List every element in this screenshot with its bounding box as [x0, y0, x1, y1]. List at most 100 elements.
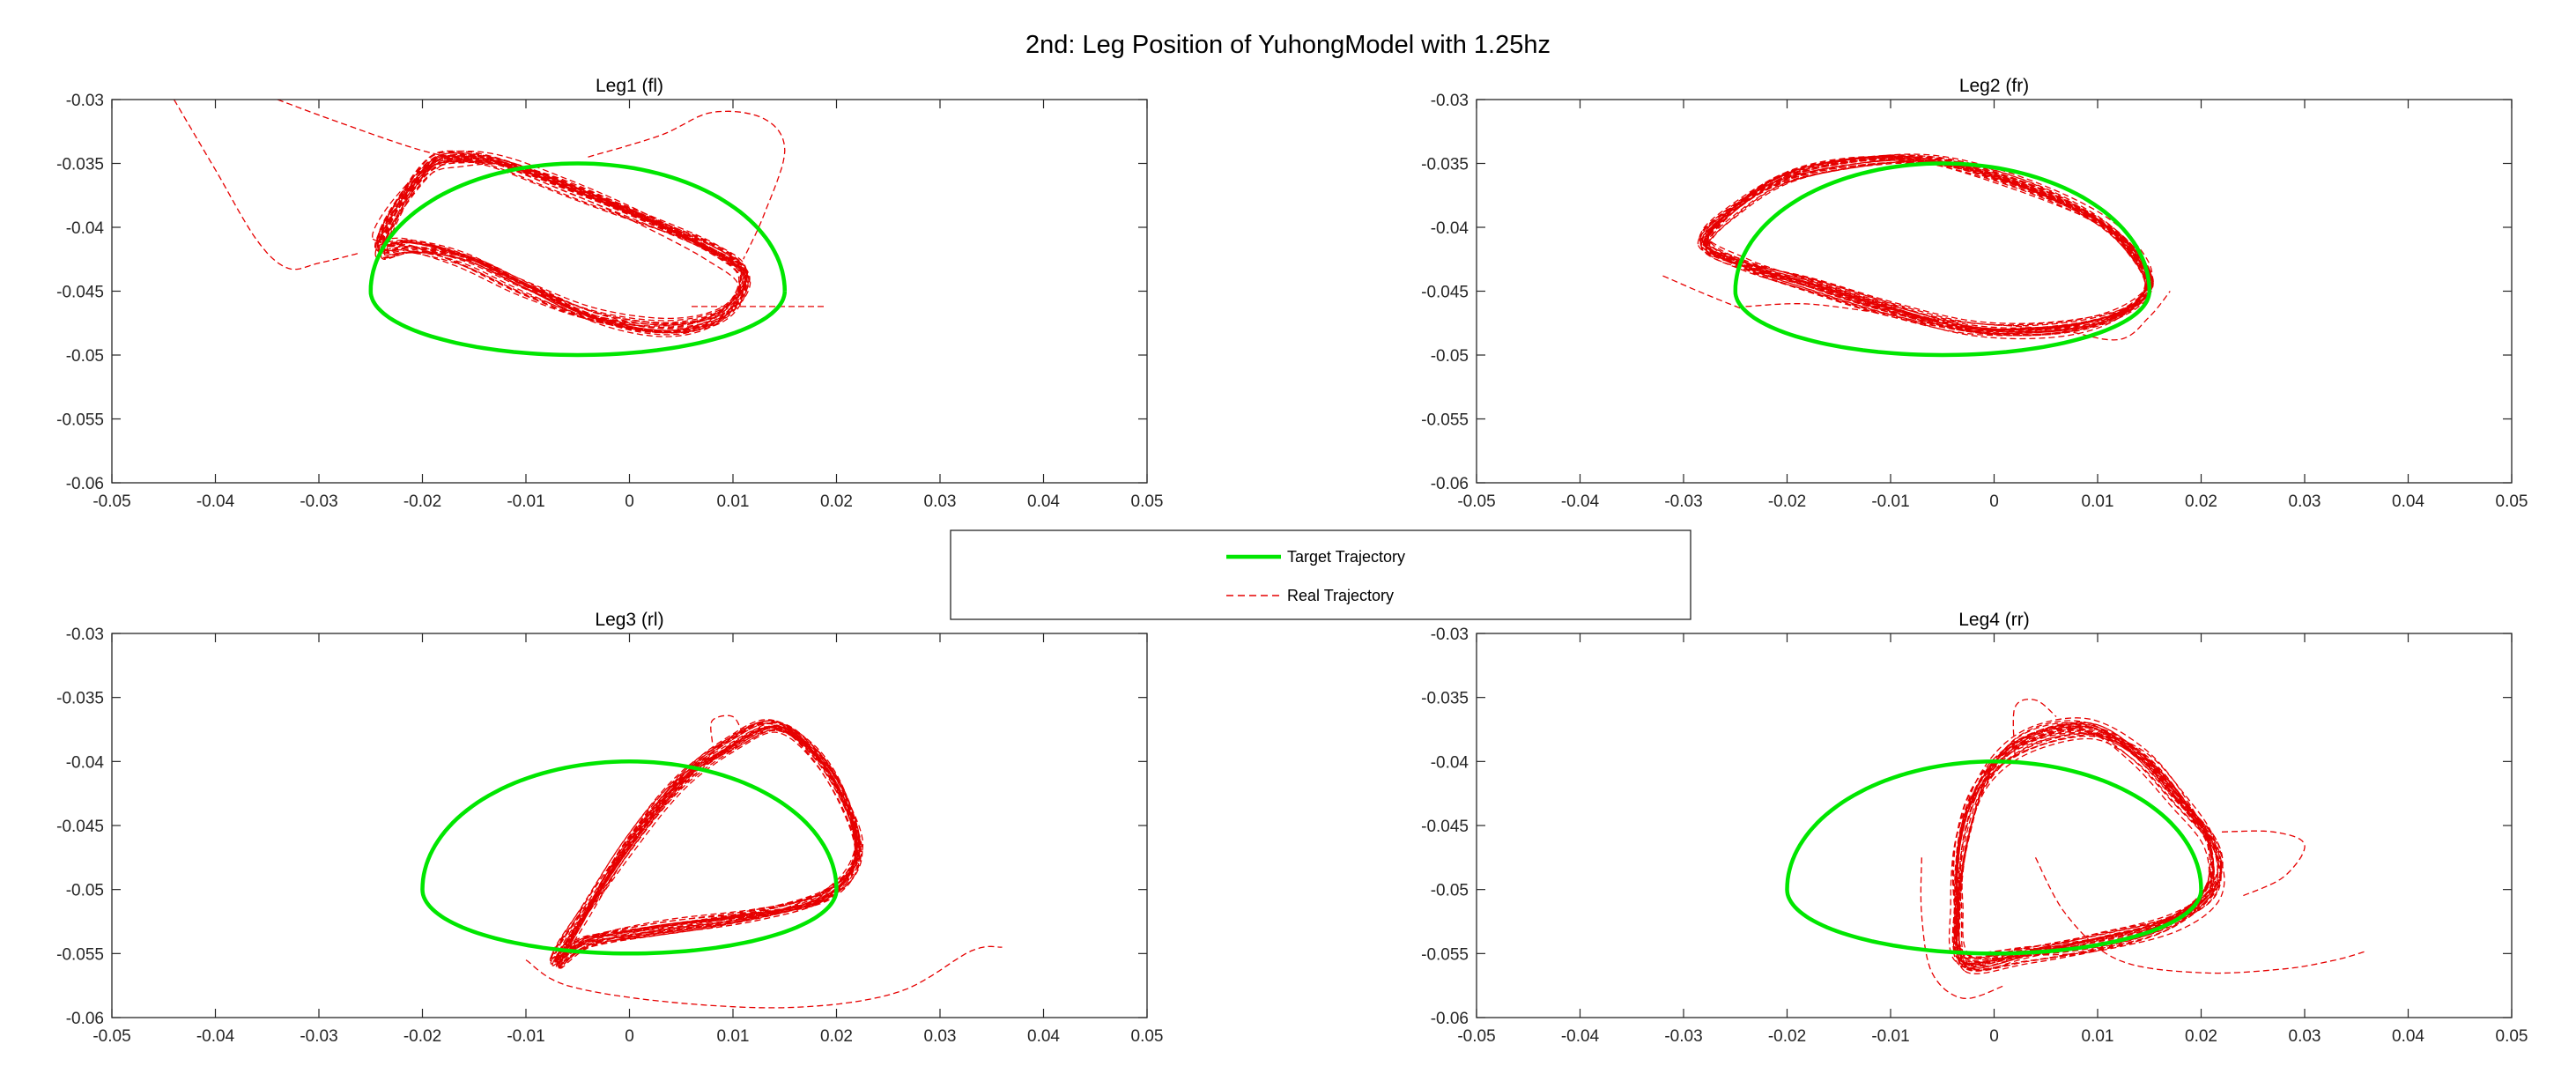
- real-trajectory-outlier: [277, 100, 485, 165]
- x-tick-label: -0.02: [1768, 492, 1806, 511]
- x-tick-label: 0.05: [2496, 1027, 2528, 1046]
- legend-target-label: Target Trajectory: [1287, 548, 1405, 566]
- plot-area: [112, 633, 1147, 1018]
- x-tick-label: -0.04: [196, 492, 235, 511]
- plot-area: [112, 100, 1147, 483]
- x-tick-label: 0.05: [1131, 1027, 1164, 1046]
- figure-suptitle: 2nd: Leg Position of YuhongModel with 1.…: [1025, 31, 1551, 59]
- real-trajectory-outlier: [2221, 830, 2306, 897]
- x-tick-label: -0.04: [1561, 1027, 1600, 1046]
- y-tick-label: -0.04: [66, 753, 105, 772]
- x-tick-label: -0.05: [1457, 492, 1495, 511]
- y-tick-label: -0.045: [1421, 284, 1469, 302]
- y-tick-label: -0.045: [56, 818, 104, 836]
- subplot-title: Leg1 (fl): [596, 76, 663, 96]
- real-trajectory-outlier: [525, 945, 1003, 1009]
- x-tick-label: 0.03: [924, 1027, 957, 1046]
- x-tick-label: 0.05: [2496, 492, 2528, 511]
- y-tick-label: -0.055: [56, 945, 104, 964]
- y-tick-label: -0.05: [66, 882, 104, 900]
- y-tick-label: -0.03: [66, 626, 104, 644]
- real-trajectory-outlier: [710, 714, 744, 743]
- y-tick-label: -0.06: [1431, 475, 1469, 493]
- x-tick-label: -0.03: [1664, 1027, 1702, 1046]
- legend: Target Trajectory Real Trajectory: [950, 529, 1691, 620]
- x-tick-label: 0.02: [820, 492, 853, 511]
- x-tick-label: 0.04: [2392, 1027, 2424, 1046]
- y-tick-label: -0.035: [56, 690, 104, 708]
- legend-box: [950, 529, 1691, 620]
- x-tick-label: -0.05: [1457, 1027, 1495, 1046]
- real-trajectory-loops: [549, 719, 864, 969]
- y-tick-label: -0.03: [66, 92, 104, 110]
- x-tick-label: 0.01: [717, 1027, 750, 1046]
- subplot-title: Leg3 (rl): [595, 610, 663, 630]
- subplot-leg1: -0.05 -0.04 -0.03 -0.02 -0.01 0 0.01 0.02 0.03 0.…: [56, 76, 1163, 511]
- real-trajectory-loops: [1948, 717, 2225, 974]
- y-tick-label: -0.06: [66, 1010, 104, 1028]
- y-tick-label: -0.045: [56, 284, 104, 302]
- real-trajectory-outlier: [1745, 291, 2171, 341]
- real-trajectory-outlier: [1662, 275, 1746, 311]
- real-trajectory-outlier: [2034, 857, 2367, 974]
- x-tick-label: 0.03: [2289, 1027, 2321, 1046]
- target-trajectory: [368, 161, 788, 358]
- x-tick-label: -0.03: [300, 1027, 337, 1046]
- x-tick-label: 0: [625, 492, 634, 511]
- x-tick-label: -0.03: [300, 492, 337, 511]
- y-tick-label: -0.055: [1421, 411, 1469, 430]
- real-trajectory-loops: [372, 150, 751, 337]
- x-tick-label: -0.04: [1561, 492, 1600, 511]
- x-tick-label: -0.01: [1871, 492, 1909, 511]
- y-tick-label: -0.035: [56, 156, 104, 174]
- x-tick-label: 0: [1989, 1027, 1999, 1046]
- subplot-leg3: -0.05 -0.04 -0.03 -0.02 -0.01 0 0.01 0.02 0.03 0.…: [56, 610, 1163, 1046]
- x-tick-label: 0.02: [2185, 492, 2217, 511]
- real-trajectory-outlier: [1920, 857, 2005, 1000]
- real-trajectory-outlier: [2012, 699, 2057, 756]
- real-trajectory-group: [173, 100, 826, 337]
- y-tick-label: -0.04: [1431, 753, 1469, 772]
- x-tick-label: 0.04: [2392, 492, 2424, 511]
- x-tick-label: 0.01: [2082, 492, 2114, 511]
- x-tick-label: -0.01: [507, 1027, 544, 1046]
- subplot-title: Leg4 (rr): [1958, 610, 2030, 630]
- x-tick-label: -0.03: [1664, 492, 1702, 511]
- subplot-title: Leg2 (fr): [1959, 76, 2029, 96]
- x-tick-label: 0.03: [924, 492, 957, 511]
- x-tick-label: 0.02: [2185, 1027, 2217, 1046]
- y-tick-label: -0.03: [1431, 92, 1469, 110]
- target-trajectory: [1785, 759, 2203, 956]
- y-tick-label: -0.055: [1421, 945, 1469, 964]
- y-tick-label: -0.06: [1431, 1010, 1469, 1028]
- y-tick-label: -0.06: [66, 475, 104, 493]
- x-tick-label: -0.02: [1768, 1027, 1806, 1046]
- target-trajectory: [1733, 161, 2152, 358]
- x-tick-label: -0.02: [403, 1027, 441, 1046]
- x-tick-label: -0.05: [93, 1027, 130, 1046]
- real-trajectory-group: [525, 714, 1003, 1009]
- x-tick-label: 0.05: [1131, 492, 1164, 511]
- x-tick-label: -0.02: [403, 492, 441, 511]
- real-trajectory-group: [1920, 699, 2367, 1000]
- x-tick-label: -0.05: [93, 492, 130, 511]
- x-tick-label: 0.04: [1027, 1027, 1060, 1046]
- y-tick-label: -0.035: [1421, 156, 1469, 174]
- real-trajectory-outlier: [173, 100, 361, 270]
- x-tick-label: 0: [1989, 492, 1999, 511]
- y-tick-label: -0.045: [1421, 818, 1469, 836]
- target-trajectory: [420, 759, 839, 956]
- plot-area: [1477, 100, 2512, 483]
- x-tick-label: 0.02: [820, 1027, 853, 1046]
- x-tick-label: 0.04: [1027, 492, 1060, 511]
- x-tick-label: 0.03: [2289, 492, 2321, 511]
- y-tick-label: -0.035: [1421, 690, 1469, 708]
- y-tick-label: -0.04: [1431, 219, 1469, 238]
- x-tick-label: 0: [625, 1027, 634, 1046]
- y-tick-label: -0.05: [1431, 882, 1469, 900]
- subplot-leg2: -0.05 -0.04 -0.03 -0.02 -0.01 0 0.01 0.02 0.03 0.…: [1421, 76, 2528, 511]
- subplot-leg4: -0.05 -0.04 -0.03 -0.02 -0.01 0 0.01 0.02 0.03 0.…: [1421, 610, 2528, 1046]
- y-tick-label: -0.03: [1431, 626, 1469, 644]
- x-tick-label: -0.01: [1871, 1027, 1909, 1046]
